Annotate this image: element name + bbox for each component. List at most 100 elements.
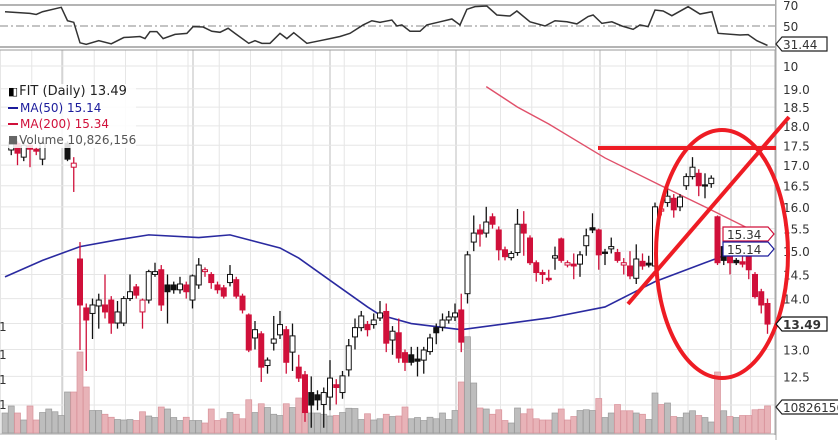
candle-body [670,197,677,211]
candle-body [302,374,308,414]
volume-bar [357,419,365,434]
candlesticks [8,141,771,428]
candle [552,246,558,270]
volume-bar [195,420,203,434]
candle-body [433,327,440,334]
candle-body [283,329,290,363]
candle [83,303,90,371]
candle [227,265,233,287]
candle [314,390,321,411]
candle-body [77,258,83,306]
volume-bar [739,415,746,434]
candle-body [683,176,690,187]
volume-bar [570,416,578,434]
legend-ma200: MA(200) 15.34 [8,116,136,132]
candle [252,321,258,350]
candle-body [370,319,377,326]
candle-body [183,284,190,293]
volume-bar [532,418,540,434]
candle-body [695,172,702,187]
volume-bar [114,419,121,434]
candle [320,387,327,428]
volume-bar [89,410,96,434]
candle [220,284,227,299]
volume-bar [607,412,615,434]
candle-body [458,309,465,343]
candle [208,272,215,289]
candle [545,269,552,282]
candle [264,357,271,374]
ma200-swatch-icon [8,123,18,125]
last-price-tag-label: 13.49 [783,318,821,332]
volume-bar [657,404,665,434]
volume-bar [382,413,390,434]
candle-body [270,338,277,344]
legend-price: ▮▯ FIT (Daily) 13.49 [8,84,136,100]
candle [464,251,471,304]
candle-body [133,286,140,296]
volume-bar [201,422,209,434]
candle-body [395,332,402,359]
candle [352,318,358,350]
volume-bar [489,413,496,434]
volume-bar [420,420,428,434]
candle-body [195,264,202,286]
volume-bar [514,407,521,434]
volume-bar [39,412,46,434]
candle [333,379,340,405]
moving-averages [4,86,768,331]
candle-body [145,271,152,301]
volume-bar [664,402,671,434]
candle-body [677,196,683,208]
candle-body [352,327,358,338]
candle [295,354,302,382]
volume-bar [545,419,553,434]
price-tick-label: 16.5 [783,180,810,194]
volume-bar [495,409,503,434]
candle [708,175,715,188]
candle [477,224,483,247]
price-tick-label: 14.0 [783,293,810,307]
volume-bar [476,407,484,434]
price-tick-label: 12.5 [783,370,810,384]
volume-bar [682,412,690,434]
legend-price-label: FIT (Daily) 13.49 [19,84,127,99]
volume-bar [295,397,303,434]
candle-body [364,324,371,331]
candle-body [327,377,333,398]
candle [677,194,683,212]
candle [389,326,396,355]
candle [602,248,608,266]
candle-body [245,314,252,351]
candle [639,253,646,270]
volume-bar [645,419,653,434]
ma50-line [4,234,768,331]
candle [33,147,40,156]
candle-body [583,235,590,247]
candle-body [220,287,227,297]
candle-body [239,295,246,311]
volume-bar [120,419,128,434]
volume-bar [14,412,21,434]
last-price-tag-box [775,316,828,332]
candle-body [620,262,627,266]
candle [377,301,383,322]
candle-body [202,269,208,273]
candle [283,326,290,374]
price-tick-label: 14.5 [783,268,810,282]
candle-body [533,262,540,274]
volume-value-tag-label: 10826156 [783,401,838,415]
hand-drawn-annotations [598,115,791,380]
left-axis-label: 1 [0,348,7,362]
price-tick-label: 15.5 [783,223,810,237]
candle [383,303,390,353]
candle-body [170,284,177,291]
candle [70,157,77,192]
candle [270,315,277,351]
candle-body [83,307,90,321]
volume-bar [107,416,115,434]
volume-bar [282,403,290,434]
volume-bar [76,351,84,434]
left-axis-label: 1 [0,373,7,387]
candle-body [414,358,421,362]
